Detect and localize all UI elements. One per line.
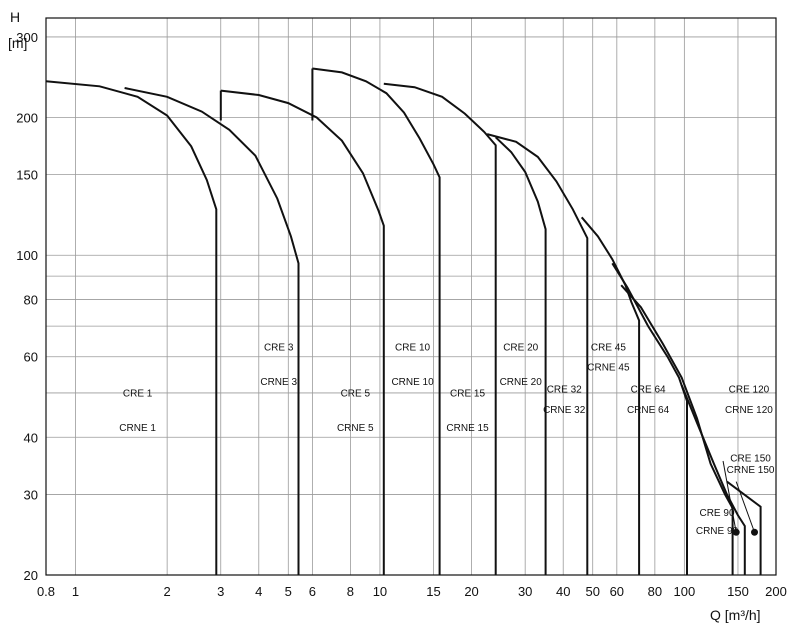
series-curve-1 [124, 87, 300, 575]
x-tick-label-8: 10 [373, 584, 387, 599]
y-tick-labels: 20 30 40 60 80 100 150 200 300 [16, 30, 38, 583]
x-tick-label-14: 60 [610, 584, 624, 599]
series-curve-10 [611, 262, 688, 575]
markers [732, 528, 759, 536]
plot-frame [45, 17, 777, 576]
series-label-9: CRNE 15 [446, 423, 489, 434]
x-tick-label-6: 6 [309, 584, 316, 599]
series-label-0: CRE 1 [123, 388, 153, 399]
series-label-19: CRNE 120 [725, 405, 773, 416]
series-curve-11 [620, 284, 734, 575]
x-tick-label-11: 30 [518, 584, 532, 599]
y-tick-label-5: 100 [16, 248, 38, 263]
x-tick-label-10: 20 [464, 584, 478, 599]
pump-curves [45, 67, 762, 575]
series-label-3: CRNE 3 [260, 377, 297, 388]
x-tick-label-4: 4 [255, 584, 262, 599]
series-curve-6 [383, 82, 497, 575]
y-tick-label-4: 80 [24, 293, 38, 308]
x-tick-label-16: 100 [674, 584, 696, 599]
series-label-5: CRNE 5 [337, 423, 374, 434]
x-tick-label-17: 150 [727, 584, 749, 599]
series-label-4: CRE 5 [341, 388, 371, 399]
callout-line-0 [722, 460, 737, 533]
x-tick-label-0: 0.8 [37, 584, 55, 599]
series-label-12: CRE 32 [547, 385, 582, 396]
y-tick-label-2: 40 [24, 430, 38, 445]
series-curve-13 [726, 480, 762, 575]
x-tick-label-3: 3 [217, 584, 224, 599]
series-label-18: CRE 120 [729, 385, 770, 396]
series-label-10: CRE 20 [503, 343, 538, 354]
y-tick-label-6: 150 [16, 168, 38, 183]
series-curve-0 [45, 80, 218, 575]
x-axis-title: Q [m³/h] [710, 607, 761, 623]
series-curve-5 [312, 67, 441, 575]
plot-background [46, 18, 776, 575]
x-tick-label-12: 40 [556, 584, 570, 599]
series-label-15: CRNE 45 [587, 362, 630, 373]
marker-dot-0 [732, 528, 740, 536]
x-tick-label-5: 5 [285, 584, 292, 599]
y-tick-label-8: 300 [16, 30, 38, 45]
x-tick-label-7: 8 [347, 584, 354, 599]
series-label-17: CRNE 64 [627, 405, 670, 416]
x-tick-label-1: 1 [72, 584, 79, 599]
series-curve-12 [680, 384, 746, 575]
series-label-2: CRE 3 [264, 343, 294, 354]
callout-lines [722, 460, 755, 533]
series-labels: CRE 1 CRNE 1 CRE 3 CRNE 3 CRE 5 CRNE 5 CRE 10 C… [119, 343, 775, 538]
series-label-6: CRE 10 [395, 343, 430, 354]
y-tick-label-0: 20 [24, 568, 38, 583]
series-label-22: CRE 90 [699, 508, 734, 519]
y-tick-label-1: 30 [24, 487, 38, 502]
series-label-20: CRE 150 [730, 454, 771, 465]
series-label-1: CRNE 1 [119, 423, 156, 434]
series-curve-7 [495, 136, 547, 575]
series-label-16: CRE 64 [631, 385, 666, 396]
y-axis-title-unit: [m] [8, 35, 27, 51]
series-label-23: CRNE 90 [696, 526, 739, 537]
y-tick-label-7: 200 [16, 110, 38, 125]
x-tick-label-2: 2 [164, 584, 171, 599]
series-label-11: CRNE 20 [500, 377, 543, 388]
series-curve-3 [220, 89, 385, 575]
y-tick-label-3: 60 [24, 350, 38, 365]
marker-dot-1 [751, 528, 759, 536]
series-label-21: CRNE 150 [727, 465, 775, 476]
series-label-13: CRNE 32 [543, 405, 586, 416]
series-label-7: CRNE 10 [391, 377, 434, 388]
x-tick-label-15: 80 [648, 584, 662, 599]
x-tick-label-18: 200 [765, 584, 787, 599]
callout-line-1 [735, 481, 755, 533]
series-label-8: CRE 15 [450, 388, 485, 399]
y-axis-title-symbol: H [10, 9, 20, 25]
series-curve-8 [486, 133, 589, 575]
x-tick-label-9: 15 [426, 584, 440, 599]
x-tick-label-13: 50 [585, 584, 599, 599]
series-label-14: CRE 45 [591, 343, 626, 354]
x-tick-labels: 0.8 1 2 3 4 5 6 8 10 15 20 30 40 50 60 80 100 150 200 [37, 584, 787, 599]
